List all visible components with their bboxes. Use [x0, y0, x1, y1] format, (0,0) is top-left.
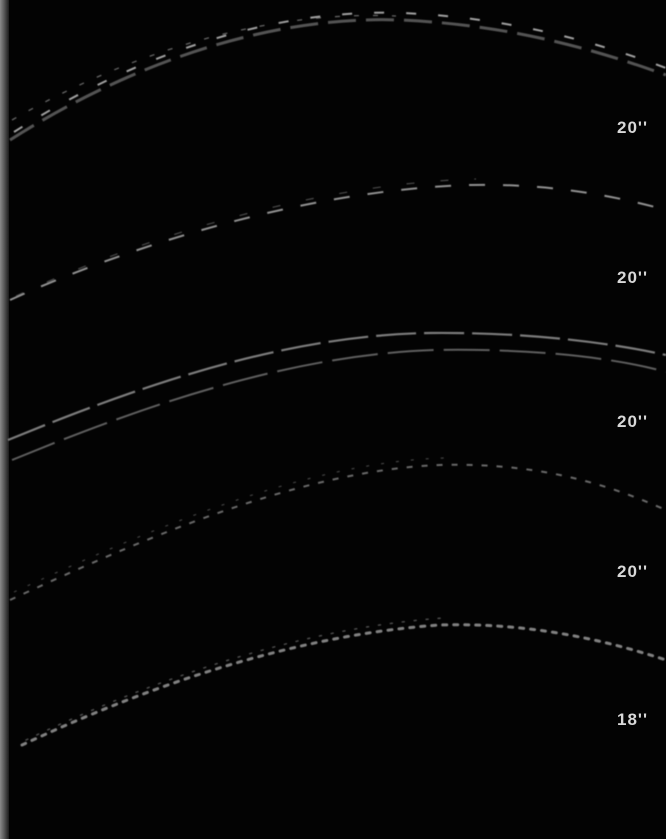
chain-4-length-label: 20'': [617, 562, 648, 581]
chain-2-length-label: 20'': [617, 268, 648, 287]
chain-1-length-label: 20'': [617, 118, 648, 137]
rope-chain-4: [9, 457, 666, 601]
smooth-chain-3: [7, 331, 666, 461]
chain-5-length-label: 18'': [617, 710, 648, 729]
twisted-chain-2: [9, 178, 666, 301]
rope-chain-1: [9, 11, 666, 142]
beaded-chain-5: [20, 617, 666, 747]
chain-3-length-label: 20'': [617, 412, 648, 431]
photo-edge: [0, 0, 9, 839]
